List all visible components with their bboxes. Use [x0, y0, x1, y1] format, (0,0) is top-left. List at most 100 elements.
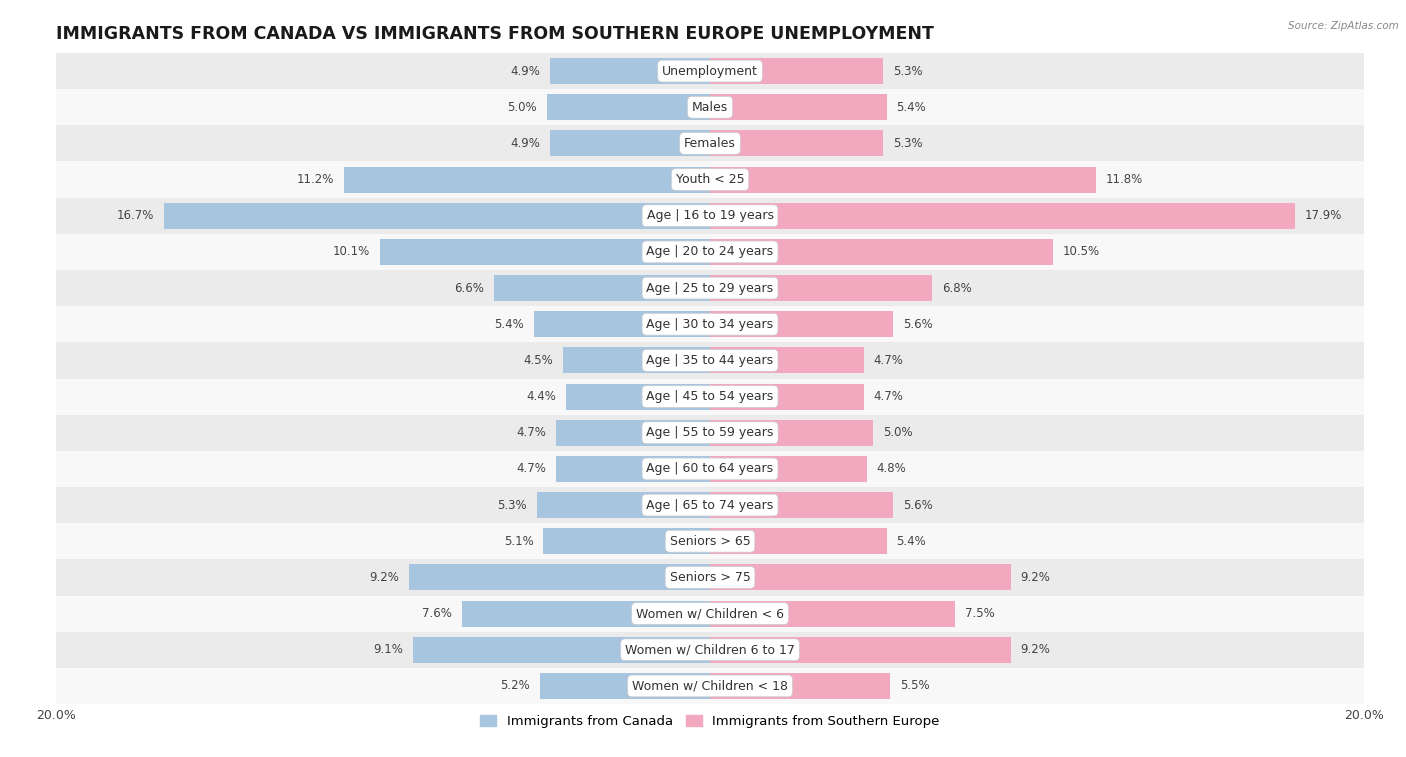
Bar: [533, 311, 710, 338]
Text: 9.1%: 9.1%: [373, 643, 402, 656]
Text: 10.5%: 10.5%: [1063, 245, 1101, 258]
Bar: [56, 415, 1364, 451]
Bar: [550, 130, 710, 157]
Text: Youth < 25: Youth < 25: [676, 173, 744, 186]
Bar: [56, 523, 1364, 559]
Text: 5.5%: 5.5%: [900, 680, 929, 693]
Text: 5.6%: 5.6%: [903, 318, 932, 331]
Bar: [710, 565, 1011, 590]
Bar: [56, 559, 1364, 596]
Bar: [56, 487, 1364, 523]
Text: Women w/ Children < 6: Women w/ Children < 6: [636, 607, 785, 620]
Bar: [380, 239, 710, 265]
Text: 4.9%: 4.9%: [510, 137, 540, 150]
Bar: [56, 198, 1364, 234]
Text: 4.8%: 4.8%: [877, 463, 907, 475]
Bar: [56, 126, 1364, 161]
Text: 4.7%: 4.7%: [517, 426, 547, 439]
Text: Age | 55 to 59 years: Age | 55 to 59 years: [647, 426, 773, 439]
Text: 5.0%: 5.0%: [883, 426, 912, 439]
Bar: [56, 234, 1364, 270]
Text: 5.0%: 5.0%: [508, 101, 537, 114]
Text: Seniors > 75: Seniors > 75: [669, 571, 751, 584]
Bar: [56, 89, 1364, 126]
Text: 5.4%: 5.4%: [897, 101, 927, 114]
Legend: Immigrants from Canada, Immigrants from Southern Europe: Immigrants from Canada, Immigrants from …: [475, 709, 945, 734]
Text: 5.6%: 5.6%: [903, 499, 932, 512]
Bar: [165, 203, 710, 229]
Bar: [56, 668, 1364, 704]
Bar: [710, 528, 887, 554]
Text: Age | 16 to 19 years: Age | 16 to 19 years: [647, 209, 773, 223]
Text: Age | 20 to 24 years: Age | 20 to 24 years: [647, 245, 773, 258]
Text: 6.8%: 6.8%: [942, 282, 972, 294]
Text: 5.3%: 5.3%: [498, 499, 527, 512]
Bar: [344, 167, 710, 192]
Text: Age | 60 to 64 years: Age | 60 to 64 years: [647, 463, 773, 475]
Text: 4.7%: 4.7%: [873, 390, 903, 403]
Text: IMMIGRANTS FROM CANADA VS IMMIGRANTS FROM SOUTHERN EUROPE UNEMPLOYMENT: IMMIGRANTS FROM CANADA VS IMMIGRANTS FRO…: [56, 25, 934, 43]
Bar: [710, 419, 873, 446]
Bar: [710, 673, 890, 699]
Text: 9.2%: 9.2%: [1021, 643, 1050, 656]
Bar: [710, 492, 893, 518]
Text: Unemployment: Unemployment: [662, 64, 758, 77]
Text: Women w/ Children 6 to 17: Women w/ Children 6 to 17: [626, 643, 794, 656]
Text: 5.2%: 5.2%: [501, 680, 530, 693]
Bar: [710, 94, 887, 120]
Bar: [495, 275, 710, 301]
Bar: [537, 492, 710, 518]
Bar: [710, 600, 955, 627]
Bar: [557, 419, 710, 446]
Bar: [412, 637, 710, 663]
Text: 10.1%: 10.1%: [333, 245, 370, 258]
Bar: [567, 384, 710, 410]
Text: Females: Females: [685, 137, 735, 150]
Text: Women w/ Children < 18: Women w/ Children < 18: [633, 680, 787, 693]
Bar: [710, 384, 863, 410]
Text: 9.2%: 9.2%: [370, 571, 399, 584]
Bar: [56, 306, 1364, 342]
Bar: [540, 673, 710, 699]
Text: 5.3%: 5.3%: [893, 64, 922, 77]
Text: 4.4%: 4.4%: [526, 390, 557, 403]
Text: Age | 30 to 34 years: Age | 30 to 34 years: [647, 318, 773, 331]
Bar: [710, 130, 883, 157]
Text: 5.4%: 5.4%: [897, 534, 927, 548]
Text: Age | 45 to 54 years: Age | 45 to 54 years: [647, 390, 773, 403]
Text: Age | 35 to 44 years: Age | 35 to 44 years: [647, 354, 773, 367]
Bar: [550, 58, 710, 84]
Bar: [710, 311, 893, 338]
Text: 5.1%: 5.1%: [503, 534, 533, 548]
Bar: [56, 270, 1364, 306]
Bar: [710, 58, 883, 84]
Text: 17.9%: 17.9%: [1305, 209, 1343, 223]
Bar: [547, 94, 710, 120]
Text: 7.6%: 7.6%: [422, 607, 451, 620]
Bar: [56, 161, 1364, 198]
Text: 16.7%: 16.7%: [117, 209, 155, 223]
Text: 7.5%: 7.5%: [965, 607, 995, 620]
Bar: [461, 600, 710, 627]
Text: 5.3%: 5.3%: [893, 137, 922, 150]
Bar: [710, 456, 868, 482]
Bar: [710, 203, 1295, 229]
Bar: [409, 565, 710, 590]
Bar: [562, 347, 710, 373]
Bar: [710, 637, 1011, 663]
Bar: [56, 631, 1364, 668]
Bar: [56, 342, 1364, 378]
Text: Source: ZipAtlas.com: Source: ZipAtlas.com: [1288, 21, 1399, 31]
Text: 4.9%: 4.9%: [510, 64, 540, 77]
Bar: [56, 451, 1364, 487]
Bar: [543, 528, 710, 554]
Text: 9.2%: 9.2%: [1021, 571, 1050, 584]
Text: Seniors > 65: Seniors > 65: [669, 534, 751, 548]
Text: 11.2%: 11.2%: [297, 173, 335, 186]
Text: 4.5%: 4.5%: [523, 354, 553, 367]
Text: Age | 65 to 74 years: Age | 65 to 74 years: [647, 499, 773, 512]
Text: 4.7%: 4.7%: [873, 354, 903, 367]
Bar: [710, 275, 932, 301]
Text: 11.8%: 11.8%: [1105, 173, 1143, 186]
Bar: [56, 378, 1364, 415]
